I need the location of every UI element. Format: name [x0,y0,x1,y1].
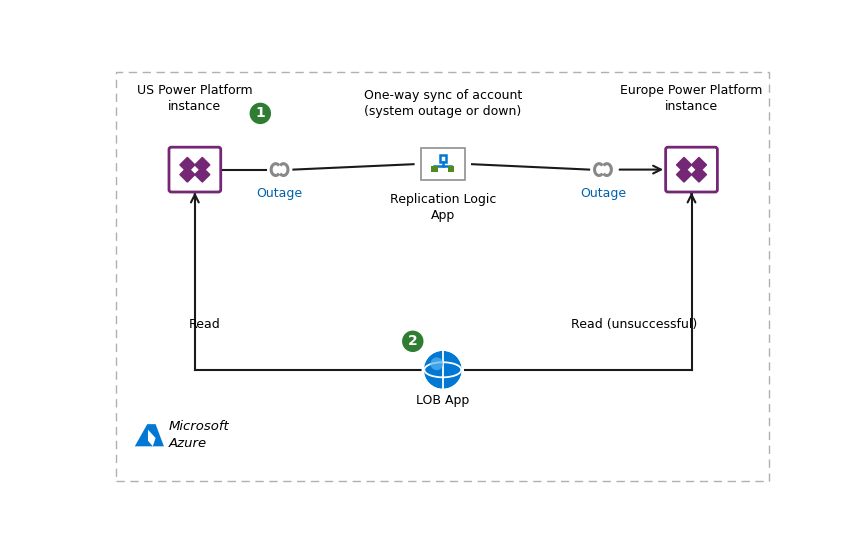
Polygon shape [180,158,195,172]
FancyBboxPatch shape [431,166,437,172]
Circle shape [422,350,463,390]
Polygon shape [180,167,195,182]
FancyBboxPatch shape [448,166,454,172]
Polygon shape [691,167,707,182]
Polygon shape [677,167,691,182]
FancyBboxPatch shape [440,155,446,162]
Polygon shape [677,158,691,172]
Text: Replication Logic
App: Replication Logic App [390,194,496,223]
Polygon shape [148,430,156,446]
Text: Outage: Outage [257,187,302,200]
Polygon shape [135,424,164,446]
Circle shape [430,357,443,370]
FancyBboxPatch shape [665,147,717,192]
FancyBboxPatch shape [421,148,465,180]
Polygon shape [195,158,210,172]
Text: 2: 2 [408,334,417,348]
Text: 1: 1 [256,106,265,120]
Text: Read: Read [188,318,220,331]
Polygon shape [195,167,210,182]
Circle shape [401,330,424,353]
Text: LOB App: LOB App [416,394,469,406]
Text: Outage: Outage [580,187,626,200]
Text: Europe Power Platform
instance: Europe Power Platform instance [620,84,763,113]
Text: One-way sync of account
(system outage or down): One-way sync of account (system outage o… [364,89,522,118]
Circle shape [249,102,272,125]
FancyBboxPatch shape [169,147,220,192]
Text: Read (unsuccessful): Read (unsuccessful) [571,318,697,331]
Text: Microsoft
Azure: Microsoft Azure [168,420,230,450]
Text: US Power Platform
instance: US Power Platform instance [137,84,252,113]
Polygon shape [691,158,707,172]
